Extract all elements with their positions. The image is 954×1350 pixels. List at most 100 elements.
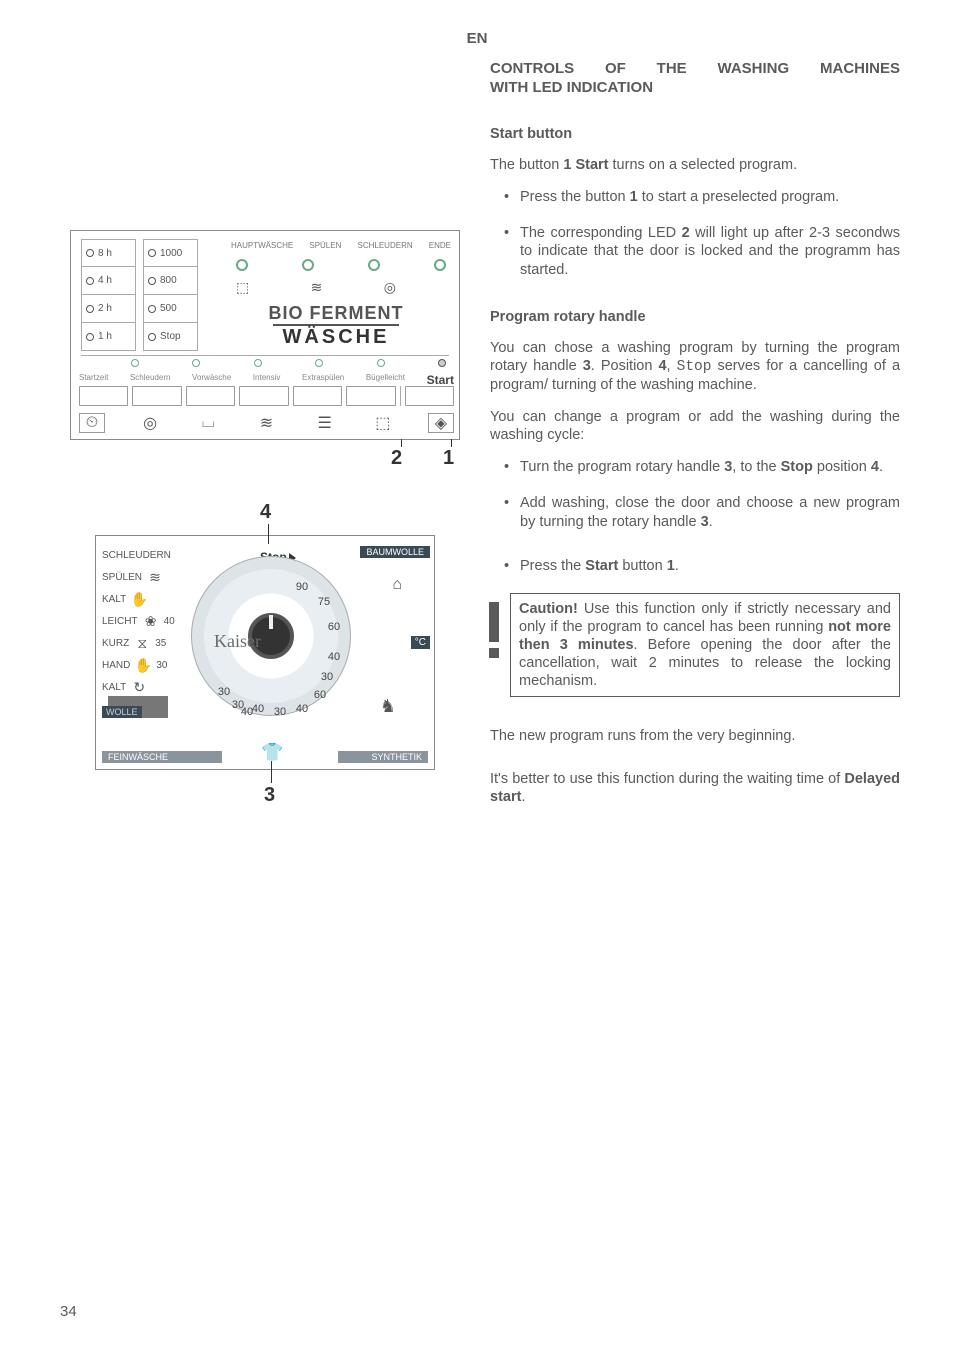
text: The corresponding LED (520, 225, 682, 241)
label: Vorwäsche (192, 373, 231, 387)
text: . (879, 459, 883, 475)
label-row: LEICHT❀40 (102, 610, 196, 632)
caution-icon (489, 602, 499, 658)
text: Press the button (520, 189, 630, 205)
start-label: Start (427, 373, 454, 387)
callout-line (401, 439, 402, 447)
text-bold: 4 (871, 459, 879, 475)
led-icon (254, 359, 262, 367)
led-icon (368, 259, 380, 271)
cell: 4 h (81, 267, 136, 295)
label: SCHLEUDERN (102, 550, 171, 561)
text: . (709, 514, 713, 530)
start-intro: The button 1 Start turns on a selected p… (490, 156, 900, 174)
text-column: CONTROLS OF THE WASHING MACHINES WITH LE… (490, 60, 900, 820)
rinse-icon: ≋ (146, 569, 164, 586)
dial-mark: 40 (328, 651, 340, 663)
label: 500 (160, 303, 177, 314)
option-leds (131, 359, 446, 367)
text: Turn the program rotary handle (520, 459, 724, 475)
num: 30 (156, 660, 167, 671)
program-labels: SCHLEUDERN SPÜLEN≋ KALT✋ LEICHT❀40 KURZ⧖… (102, 544, 196, 698)
text-bold: 3 (583, 358, 591, 374)
bullet: The corresponding LED 2 will light up af… (520, 224, 900, 278)
extra-rinse-icon: ☰ (312, 413, 338, 433)
label: KALT (102, 682, 126, 693)
tail-2: It's better to use this function during … (490, 770, 900, 806)
panel-button (405, 386, 454, 406)
label: KURZ (102, 638, 129, 649)
delay-column: 8 h 4 h 2 h 1 h (81, 239, 136, 351)
callout-line (451, 439, 452, 447)
label: SPÜLEN (309, 241, 341, 250)
callout-3: 3 (264, 784, 275, 807)
rotary-p1: You can chose a washing program by turni… (490, 339, 900, 394)
label-row: KURZ⧖35 (102, 632, 196, 654)
callout-line (268, 524, 269, 544)
panel-button (132, 386, 181, 406)
label-row: KALT✋ (102, 588, 196, 610)
cell: 1 h (81, 323, 136, 351)
text: It's better to use this function during … (490, 771, 844, 787)
callout-2: 2 (391, 447, 402, 470)
label: ENDE (429, 241, 451, 250)
caution-lead: Caution! (519, 601, 578, 617)
dial-mark: 30 (218, 686, 230, 698)
divider (81, 355, 449, 356)
button-row (79, 386, 454, 406)
text: . (521, 789, 525, 805)
text: to start a preselected program. (638, 189, 840, 205)
dial-mark: 40 (252, 703, 264, 715)
synthetik-tag: SYNTHETIK (338, 751, 428, 763)
led-icon (438, 359, 446, 367)
brand-block: BIO FERMENT WÄSCHE (221, 303, 451, 349)
short-icon: ⧖ (133, 635, 151, 652)
label: Startzeit (79, 373, 108, 387)
text: button (618, 558, 666, 574)
label: LEICHT (102, 616, 138, 627)
bullet: Turn the program rotary handle 3, to the… (520, 458, 900, 476)
panel-button (293, 386, 342, 406)
cell: 8 h (81, 239, 136, 267)
label: 4 h (98, 275, 112, 286)
led-icon (192, 359, 200, 367)
divider (400, 386, 401, 406)
callout-line (271, 761, 272, 783)
heading-line1: CONTROLS OF THE WASHING MACHINES (490, 60, 900, 77)
text: Stop (677, 359, 712, 375)
clock-icon: ⏲ (79, 413, 105, 433)
text: Press the (520, 558, 585, 574)
feinwaesche-tag: FEINWÄSCHE (102, 751, 222, 763)
wash-icon: ⬚ (236, 279, 249, 296)
label: 800 (160, 275, 177, 286)
language-label: EN (467, 30, 488, 47)
text-bold: Stop (781, 459, 813, 475)
phase-labels: HAUPTWÄSCHE SPÜLEN SCHLEUDERN ENDE (231, 241, 451, 250)
text: position (813, 459, 871, 475)
text-bold: 2 (682, 225, 690, 241)
text-bold: 1 (630, 189, 638, 205)
label: 2 h (98, 303, 112, 314)
text-bold: 1 (667, 558, 675, 574)
label-row: KALT↻ (102, 676, 196, 698)
text: . Position (591, 358, 659, 374)
dial-mark: 40 (241, 706, 253, 718)
start-button-title: Start button (490, 126, 900, 142)
spin-icon: ◎ (137, 413, 163, 433)
hand-icon: ✋ (134, 657, 152, 674)
label: 1000 (160, 248, 182, 259)
text: . (675, 558, 679, 574)
panel-button (79, 386, 128, 406)
prewash-icon: ⌴ (195, 413, 221, 433)
text-bold: 1 Start (563, 157, 608, 173)
dial-mark: 75 (318, 596, 330, 608)
bullet: Add washing, close the door and choose a… (520, 494, 900, 530)
dial-mark: 40 (296, 703, 308, 715)
intensive-icon: ≋ (253, 413, 279, 433)
control-panel-diagram: 8 h 4 h 2 h 1 h 1000 800 500 Stop HAUPTW… (70, 230, 460, 440)
text-bold: Start (585, 558, 618, 574)
led-icon (315, 359, 323, 367)
label: SCHLEUDERN (358, 241, 413, 250)
label: KALT (102, 594, 126, 605)
cell: 1000 (143, 239, 198, 267)
